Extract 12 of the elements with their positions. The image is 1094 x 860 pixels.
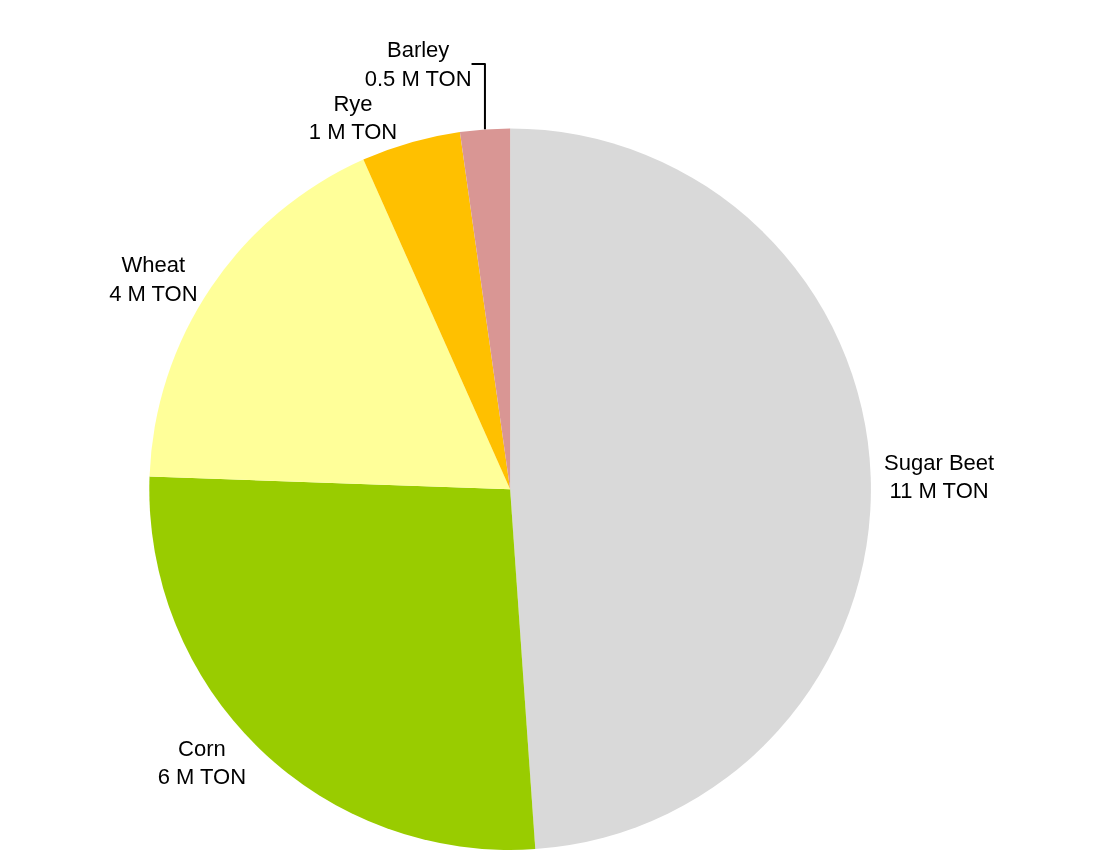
slice-label: Sugar Beet [884, 449, 995, 475]
slice-label: Rye [333, 90, 373, 116]
data-label: 11 M TON [889, 478, 989, 504]
slice-label: Barley [386, 37, 450, 63]
data-label: 0.5 M TON [364, 65, 472, 91]
slice-label: Corn [178, 735, 226, 761]
data-label: 1 M TON [308, 119, 398, 145]
pie-slice [510, 128, 871, 850]
slice-label: Wheat [121, 252, 186, 278]
data-label: 4 M TON [109, 280, 198, 306]
pie-slice [149, 476, 536, 850]
data-label: 6 M TON [157, 764, 247, 790]
